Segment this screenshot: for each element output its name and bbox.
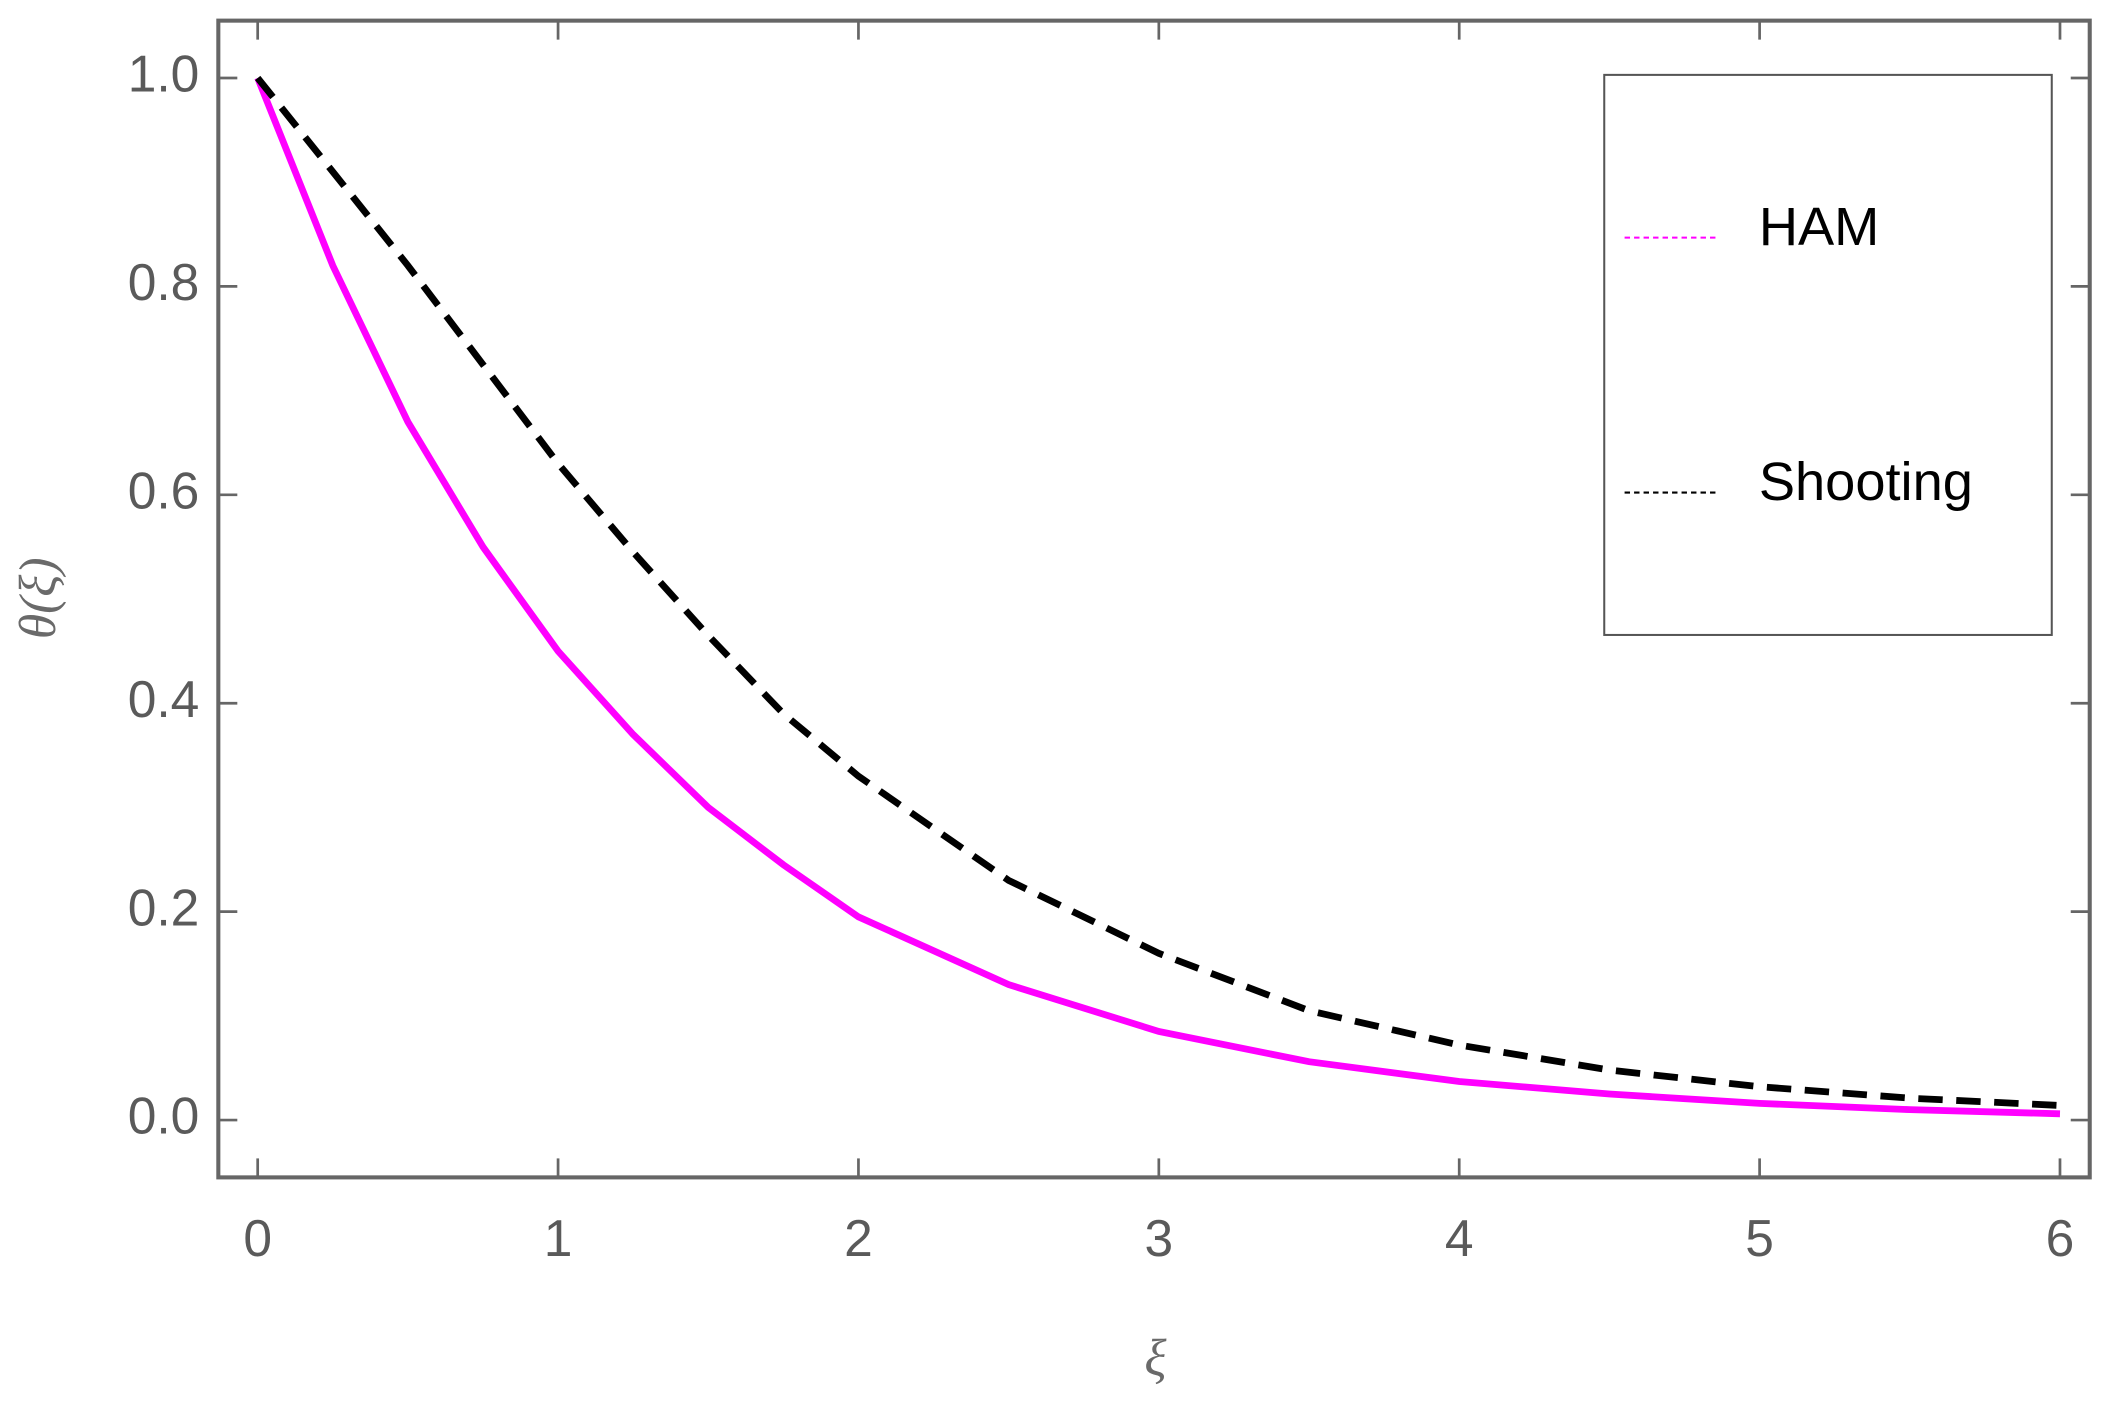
x-tick-label: 5 [1745, 1209, 1774, 1267]
y-tick-label: 1.0 [128, 45, 200, 103]
y-tick-label: 0.6 [128, 461, 200, 519]
x-tick-label: 3 [1145, 1209, 1174, 1267]
x-tick-label: 6 [2046, 1209, 2075, 1267]
x-tick-label: 1 [544, 1209, 573, 1267]
y-axis-label: θ(ξ) [10, 557, 67, 639]
plot-frame [216, 18, 2092, 1180]
line-series [255, 75, 2061, 1109]
y-tick-label: 0.0 [128, 1087, 200, 1145]
line-series [254, 76, 2061, 1118]
legend-label: HAM [1759, 197, 1880, 257]
x-tick-label: 0 [243, 1209, 272, 1267]
legend-box [1603, 73, 2053, 636]
legend-label: Shooting [1759, 452, 1973, 512]
y-tick-label: 0.2 [128, 878, 200, 936]
x-axis-label: ξ [1144, 1330, 1167, 1387]
y-tick-label: 0.8 [128, 253, 200, 311]
y-tick-label: 0.4 [128, 670, 200, 728]
x-tick-label: 2 [844, 1209, 873, 1267]
x-tick-label: 4 [1445, 1209, 1474, 1267]
